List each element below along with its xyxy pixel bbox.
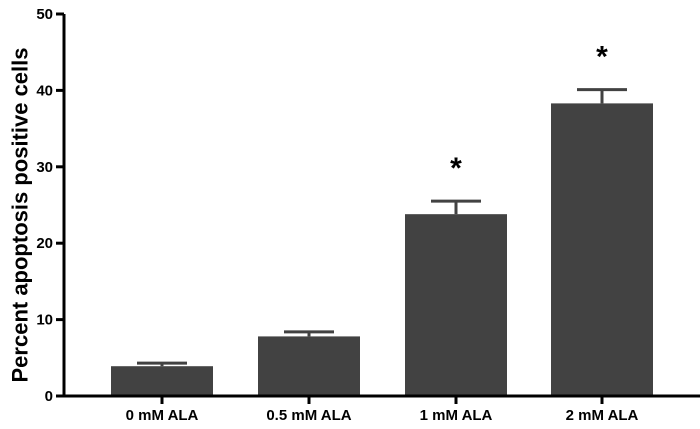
x-tick-label: 0.5 mM ALA <box>266 407 351 424</box>
y-axis-title: Percent apoptosis positive cells <box>8 47 33 382</box>
y-tick-label: 20 <box>36 235 53 252</box>
bar <box>258 336 360 396</box>
error-bar <box>577 88 627 104</box>
significance-asterisk: * <box>596 41 608 74</box>
bars <box>111 103 653 396</box>
x-axis-ticks: 0 mM ALA 0.5 mM ALA 1 mM ALA 2 mM ALA <box>126 396 639 424</box>
bar <box>111 366 213 396</box>
error-bars <box>137 88 627 367</box>
y-tick-label: 0 <box>45 388 53 405</box>
error-bar <box>284 330 334 337</box>
bar <box>405 214 507 396</box>
y-tick-label: 50 <box>36 6 53 23</box>
y-tick-label: 30 <box>36 159 53 176</box>
y-tick-label: 10 <box>36 312 53 329</box>
x-tick-label: 0 mM ALA <box>126 407 199 424</box>
y-tick-label: 40 <box>36 82 53 99</box>
x-tick-label: 2 mM ALA <box>566 407 639 424</box>
y-axis-ticks: 0 10 20 30 40 50 <box>36 6 64 405</box>
significance-asterisk: * <box>450 152 462 185</box>
error-bar <box>137 361 187 367</box>
bar <box>551 103 653 396</box>
significance-marks: ** <box>450 41 608 186</box>
error-bar <box>431 199 481 215</box>
x-tick-label: 1 mM ALA <box>420 407 493 424</box>
